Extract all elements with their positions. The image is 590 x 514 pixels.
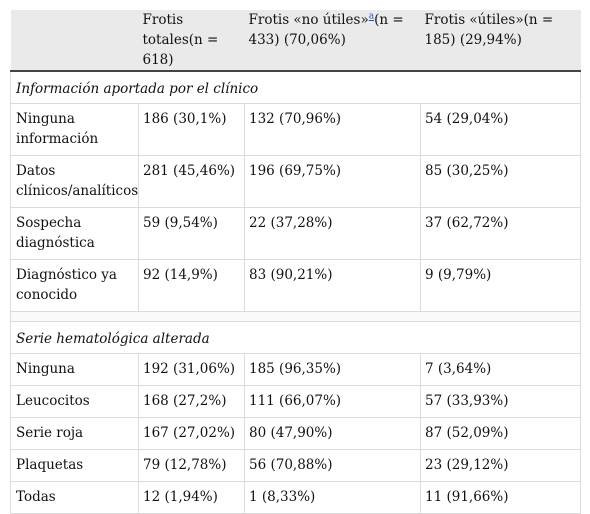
header-no-utiles: Frotis «no útiles»a(n = 433) (70,06%): [244, 10, 421, 72]
cell-no-utiles: 83 (90,21%): [244, 259, 421, 312]
row-label: Serie roja: [10, 417, 139, 450]
row-label: Ninguna información: [10, 103, 139, 156]
cell-total: 192 (31,06%): [138, 353, 245, 386]
data-table: Frotis totales(n = 618) Frotis «no útile…: [10, 10, 581, 514]
cell-no-utiles: 132 (70,96%): [244, 103, 421, 156]
cell-utiles: 37 (62,72%): [420, 207, 581, 260]
cell-utiles: 57 (33,93%): [420, 385, 581, 418]
cell-total: 281 (45,46%): [138, 155, 245, 208]
section-row: Serie hematológica alterada: [10, 321, 581, 354]
cell-total: 92 (14,9%): [138, 259, 245, 312]
table-row: Todas 12 (1,94%) 1 (8,33%) 11 (91,66%): [10, 481, 581, 514]
row-label: Datos clínicos/analíticos: [10, 155, 139, 208]
table-row: Serie roja 167 (27,02%) 80 (47,90%) 87 (…: [10, 417, 581, 450]
cell-no-utiles: 111 (66,07%): [244, 385, 421, 418]
row-label: Ninguna: [10, 353, 139, 386]
cell-total: 59 (9,54%): [138, 207, 245, 260]
footnote-link[interactable]: a: [368, 11, 375, 22]
spacer-row: [10, 311, 581, 322]
table-row: Diagnóstico ya conocido 92 (14,9%) 83 (9…: [10, 259, 581, 312]
header-stub: [10, 10, 139, 72]
header-no-utiles-label: Frotis «no útiles»: [248, 12, 369, 28]
cell-no-utiles: 22 (37,28%): [244, 207, 421, 260]
cell-no-utiles: 1 (8,33%): [244, 481, 421, 514]
cell-total: 168 (27,2%): [138, 385, 245, 418]
row-label: Leucocitos: [10, 385, 139, 418]
cell-utiles: 54 (29,04%): [420, 103, 581, 156]
cell-utiles: 7 (3,64%): [420, 353, 581, 386]
cell-utiles: 23 (29,12%): [420, 449, 581, 482]
cell-utiles: 85 (30,25%): [420, 155, 581, 208]
cell-utiles: 11 (91,66%): [420, 481, 581, 514]
section-title: Serie hematológica alterada: [10, 321, 581, 354]
cell-utiles: 87 (52,09%): [420, 417, 581, 450]
table-row: Ninguna 192 (31,06%) 185 (96,35%) 7 (3,6…: [10, 353, 581, 386]
header-total: Frotis totales(n = 618): [138, 10, 245, 72]
table-row: Leucocitos 168 (27,2%) 111 (66,07%) 57 (…: [10, 385, 581, 418]
cell-no-utiles: 196 (69,75%): [244, 155, 421, 208]
section-title: Información aportada por el clínico: [10, 71, 581, 104]
cell-total: 12 (1,94%): [138, 481, 245, 514]
row-label: Diagnóstico ya conocido: [10, 259, 139, 312]
row-label: Sospecha diagnóstica: [10, 207, 139, 260]
cell-total: 186 (30,1%): [138, 103, 245, 156]
cell-no-utiles: 56 (70,88%): [244, 449, 421, 482]
cell-utiles: 9 (9,79%): [420, 259, 581, 312]
section-row: Información aportada por el clínico: [10, 71, 581, 104]
row-label: Plaquetas: [10, 449, 139, 482]
table-row: Sospecha diagnóstica 59 (9,54%) 22 (37,2…: [10, 207, 581, 260]
cell-total: 79 (12,78%): [138, 449, 245, 482]
cell-no-utiles: 80 (47,90%): [244, 417, 421, 450]
cell-total: 167 (27,02%): [138, 417, 245, 450]
header-row: Frotis totales(n = 618) Frotis «no útile…: [10, 10, 581, 72]
table-row: Datos clínicos/analíticos 281 (45,46%) 1…: [10, 155, 581, 208]
table-row: Ninguna información 186 (30,1%) 132 (70,…: [10, 103, 581, 156]
header-utiles: Frotis «útiles»(n = 185) (29,94%): [420, 10, 581, 72]
spacer-cell: [10, 311, 581, 322]
cell-no-utiles: 185 (96,35%): [244, 353, 421, 386]
row-label: Todas: [10, 481, 139, 514]
header-no-utiles-count: (n = 433) (70,06%): [248, 12, 404, 48]
table-row: Plaquetas 79 (12,78%) 56 (70,88%) 23 (29…: [10, 449, 581, 482]
